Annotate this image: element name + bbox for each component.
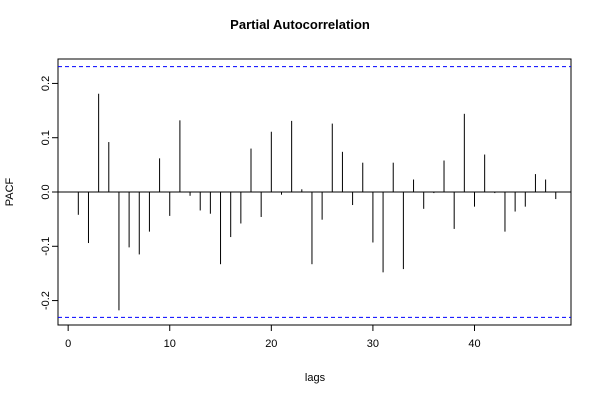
y-axis-label: PACF [4,177,16,206]
y-tick-label: -0.1 [40,237,52,256]
x-axis: 0 10 20 30 40 [65,324,481,350]
y-tick-label: 0.2 [40,76,52,91]
x-tick-label: 0 [65,338,71,350]
y-tick-label: 0.1 [40,130,52,145]
chart-title: Partial Autocorrelation [230,17,370,32]
pacf-bars [77,93,557,311]
x-tick-label: 20 [265,338,277,350]
x-tick-label: 10 [164,338,176,350]
x-axis-label: lags [305,372,326,384]
y-tick-label: 0.0 [40,184,52,199]
y-tick-label: -0.2 [40,291,52,310]
x-tick-label: 40 [468,338,480,350]
x-tick-label: 30 [367,338,379,350]
y-axis: -0.2 -0.1 0.0 0.1 0.2 [40,76,59,310]
reference-lines [58,66,571,318]
